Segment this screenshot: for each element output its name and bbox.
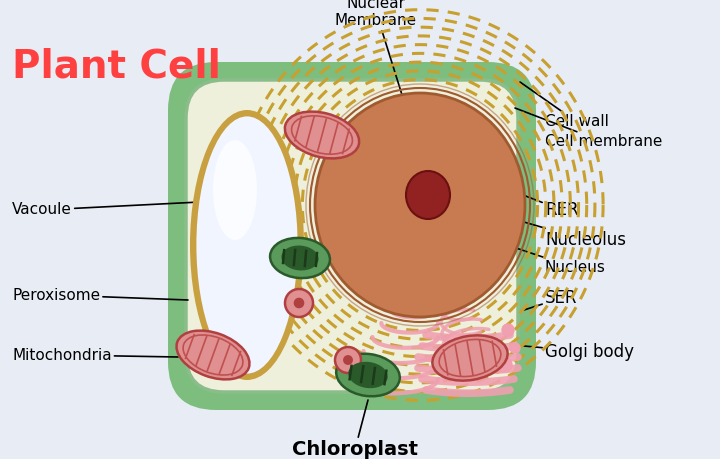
Text: Cell membrane: Cell membrane [515, 108, 662, 150]
Ellipse shape [336, 354, 400, 396]
Ellipse shape [285, 289, 313, 317]
Text: Vacoule: Vacoule [12, 202, 200, 218]
Ellipse shape [213, 140, 257, 240]
Text: Peroxisome: Peroxisome [12, 287, 188, 302]
Ellipse shape [335, 347, 361, 373]
Ellipse shape [176, 330, 250, 380]
Text: Plant Cell: Plant Cell [12, 48, 221, 86]
Ellipse shape [315, 93, 525, 317]
Text: Chloroplast: Chloroplast [292, 400, 418, 459]
Text: Mitochondria: Mitochondria [12, 347, 178, 363]
Ellipse shape [348, 362, 388, 388]
Text: Nucleus: Nucleus [516, 248, 606, 275]
Text: Nucleolus: Nucleolus [435, 196, 626, 249]
Text: Golgi body: Golgi body [524, 343, 634, 361]
FancyBboxPatch shape [168, 62, 536, 410]
Ellipse shape [343, 355, 353, 365]
Ellipse shape [294, 298, 305, 308]
Ellipse shape [282, 246, 318, 270]
Ellipse shape [498, 358, 512, 372]
Ellipse shape [270, 238, 330, 278]
Ellipse shape [433, 336, 508, 381]
Text: Cell wall: Cell wall [520, 82, 609, 129]
Text: SER: SER [524, 289, 577, 310]
Ellipse shape [510, 343, 520, 353]
FancyBboxPatch shape [186, 80, 518, 392]
Text: Nuclear
Membrane: Nuclear Membrane [335, 0, 417, 98]
Text: RER: RER [523, 195, 579, 219]
Ellipse shape [195, 115, 299, 375]
Ellipse shape [190, 110, 304, 380]
Ellipse shape [502, 324, 514, 336]
Ellipse shape [406, 171, 450, 219]
Ellipse shape [285, 112, 359, 158]
